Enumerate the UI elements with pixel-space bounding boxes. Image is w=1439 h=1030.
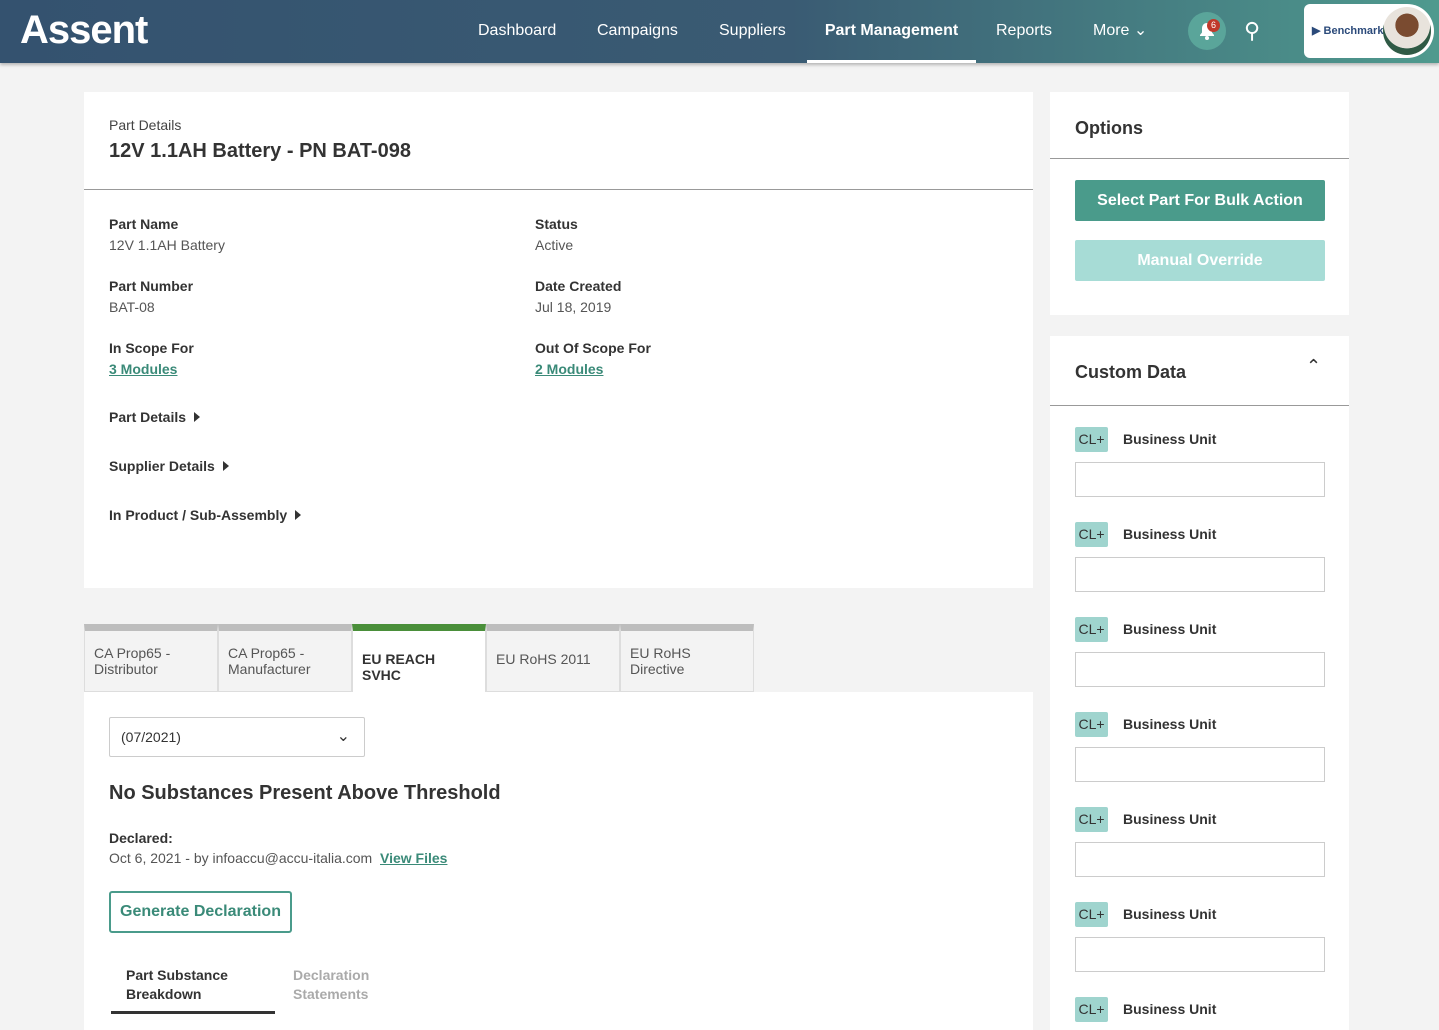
date-created-label: Date Created [535, 278, 622, 294]
search-icon[interactable]: ⚲ [1244, 18, 1261, 43]
top-nav: Assent Dashboard Campaigns Suppliers Par… [0, 0, 1439, 63]
part-details-card: Part Details 12V 1.1AH Battery - PN BAT-… [84, 92, 1033, 588]
tab-ca-prop65-manufacturer[interactable]: CA Prop65 - Manufacturer [218, 624, 352, 692]
custom-field-label: Business Unit [1123, 526, 1217, 542]
in-scope-label: In Scope For [109, 340, 194, 356]
cl-plus-badge: CL+ [1075, 427, 1108, 452]
result-heading: No Substances Present Above Threshold [109, 782, 501, 804]
caret-right-icon [222, 461, 229, 471]
bell-icon[interactable] [1188, 12, 1226, 50]
tab-panel: (07/2021) ⌄ No Substances Present Above T… [84, 692, 1033, 1030]
supplier-details-toggle[interactable]: Supplier Details [109, 458, 229, 474]
part-name-value: 12V 1.1AH Battery [109, 237, 225, 253]
generate-declaration-button[interactable]: Generate Declaration [109, 891, 292, 933]
subtab-part-substance-breakdown[interactable]: Part Substance Breakdown [111, 966, 275, 1014]
cl-plus-badge: CL+ [1075, 617, 1108, 642]
caret-right-icon [194, 412, 201, 422]
subtab-declaration-statements[interactable]: Declaration Statements [293, 967, 370, 1002]
part-details-toggle[interactable]: Part Details [109, 409, 201, 425]
view-files-link[interactable]: View Files [380, 850, 448, 866]
tab-eu-reach-svhc[interactable]: EU REACH SVHC [352, 624, 486, 692]
cl-plus-badge: CL+ [1075, 902, 1108, 927]
bulk-action-button[interactable]: Select Part For Bulk Action [1075, 180, 1325, 221]
custom-field-label: Business Unit [1123, 621, 1217, 637]
business-unit-input[interactable] [1075, 557, 1325, 592]
divider [84, 189, 1033, 190]
page-title: 12V 1.1AH Battery - PN BAT-098 [109, 140, 411, 162]
tab-ca-prop65-distributor[interactable]: CA Prop65 - Distributor [84, 624, 218, 692]
more-label: More [1093, 22, 1130, 39]
custom-field-label: Business Unit [1123, 431, 1217, 447]
business-unit-input[interactable] [1075, 462, 1325, 497]
divider [1050, 158, 1349, 159]
nav-suppliers[interactable]: Suppliers [719, 22, 786, 39]
declared-label: Declared: [109, 830, 173, 846]
nav-campaigns[interactable]: Campaigns [597, 22, 678, 39]
out-scope-label: Out Of Scope For [535, 340, 651, 356]
in-scope-link[interactable]: 3 Modules [109, 361, 178, 377]
business-unit-input[interactable] [1075, 937, 1325, 972]
cl-plus-badge: CL+ [1075, 997, 1108, 1022]
declared-value: Oct 6, 2021 - by infoaccu@accu-italia.co… [109, 850, 448, 866]
nav-more[interactable]: More ⌄ [1093, 0, 1147, 63]
breadcrumb: Part Details [109, 117, 182, 133]
custom-data-title: Custom Data [1075, 362, 1187, 382]
custom-field-label: Business Unit [1123, 1001, 1217, 1017]
chevron-down-icon: ⌄ [1133, 22, 1148, 39]
cl-plus-badge: CL+ [1075, 807, 1108, 832]
business-unit-input[interactable] [1075, 747, 1325, 782]
nav-dashboard[interactable]: Dashboard [478, 22, 557, 39]
business-unit-input[interactable] [1075, 842, 1325, 877]
options-title: Options [1075, 118, 1143, 138]
part-number-label: Part Number [109, 278, 194, 294]
out-scope-link[interactable]: 2 Modules [535, 361, 604, 377]
custom-field-label: Business Unit [1123, 811, 1217, 827]
cl-plus-badge: CL+ [1075, 712, 1108, 737]
notification-badge: 6 [1207, 19, 1220, 32]
cl-plus-badge: CL+ [1075, 522, 1108, 547]
version-select[interactable]: (07/2021) ⌄ [109, 717, 365, 757]
status-value: Active [535, 237, 574, 253]
avatar [1383, 7, 1431, 55]
custom-field-label: Business Unit [1123, 716, 1217, 732]
nav-reports[interactable]: Reports [996, 22, 1053, 39]
date-created-value: Jul 18, 2019 [535, 299, 612, 315]
manual-override-button[interactable]: Manual Override [1075, 240, 1325, 281]
tab-eu-rohs-directive[interactable]: EU RoHS Directive [620, 624, 754, 692]
in-product-toggle[interactable]: In Product / Sub-Assembly [109, 507, 302, 523]
chevron-down-icon: ⌄ [336, 728, 350, 745]
part-name-label: Part Name [109, 216, 179, 232]
status-label: Status [535, 216, 578, 232]
divider [1050, 405, 1349, 406]
nav-part-management[interactable]: Part Management [807, 0, 976, 63]
benchmark-label: ▶ Benchmark [1312, 25, 1384, 37]
user-menu[interactable]: ▶ Benchmark [1304, 4, 1434, 58]
assent-logo[interactable]: Assent [20, 8, 148, 52]
custom-field-label: Business Unit [1123, 906, 1217, 922]
tab-eu-rohs-2011[interactable]: EU RoHS 2011 [486, 624, 620, 692]
chevron-up-icon[interactable]: ⌃ [1306, 356, 1322, 376]
part-number-value: BAT-08 [109, 299, 155, 315]
business-unit-input[interactable] [1075, 652, 1325, 687]
caret-right-icon [295, 510, 302, 520]
